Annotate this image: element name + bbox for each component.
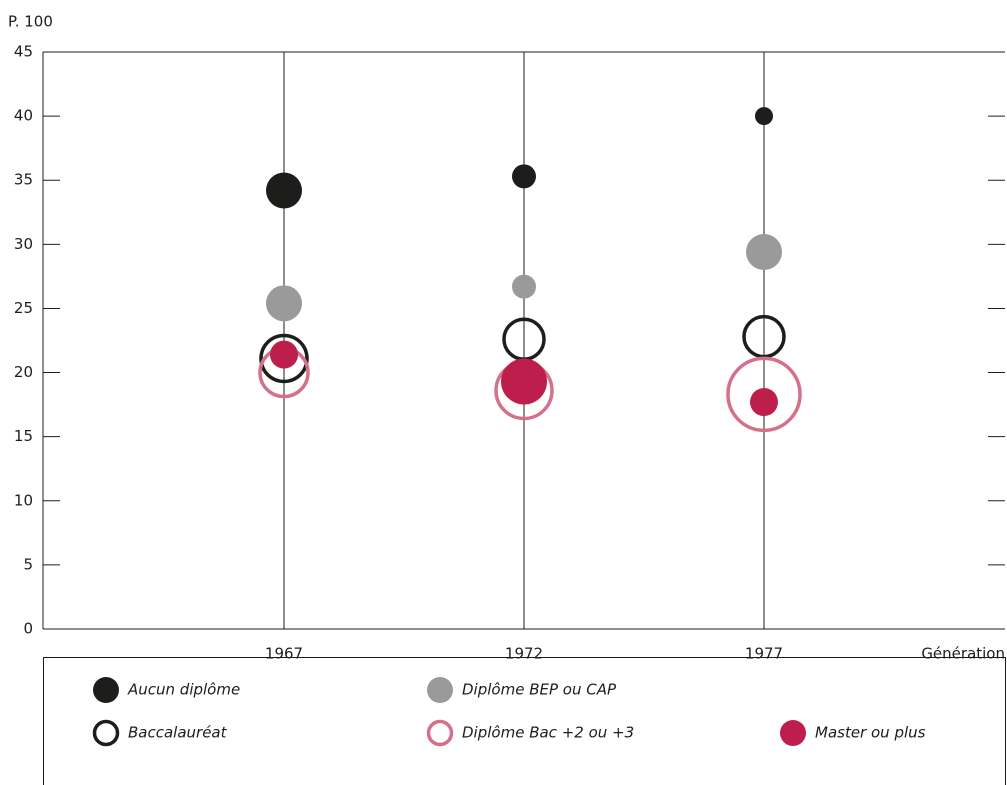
bubble — [266, 172, 302, 209]
bubble — [750, 388, 778, 417]
x-tick-label: 1972 — [505, 645, 543, 663]
legend-label: Aucun diplôme — [127, 681, 240, 699]
x-axis-label: Génération — [921, 645, 1005, 663]
y-tick-label: 5 — [23, 555, 33, 573]
x-tick-label: 1977 — [745, 645, 783, 663]
legend-label: Master ou plus — [815, 724, 926, 742]
legend-marker — [93, 677, 119, 703]
y-tick-label: 45 — [14, 43, 33, 61]
bubble — [755, 107, 773, 126]
legend-label: Diplôme Bac +2 ou +3 — [462, 724, 634, 742]
y-tick-label: 25 — [14, 299, 33, 317]
bubble — [270, 340, 298, 369]
bubble — [512, 274, 536, 299]
y-tick-label: 35 — [14, 171, 33, 189]
y-tick-label: 15 — [14, 427, 33, 445]
legend-label: Diplôme BEP ou CAP — [462, 681, 617, 699]
x-tick-label: 1967 — [265, 645, 303, 663]
legend-marker — [427, 677, 453, 703]
y-tick-label: 30 — [14, 235, 33, 253]
legend-marker — [780, 720, 806, 746]
bubble — [259, 333, 309, 384]
y-tick-label: 40 — [14, 107, 33, 125]
bubble — [726, 356, 802, 433]
bubble — [266, 285, 302, 322]
y-tick-label: 20 — [14, 363, 33, 381]
y-tick-label: 10 — [14, 491, 33, 509]
bubble — [746, 234, 782, 271]
bubble — [512, 164, 536, 189]
legend-label: Baccalauréat — [128, 724, 228, 742]
legend-marker — [426, 719, 454, 747]
bubble — [501, 358, 547, 405]
legend-box — [43, 657, 1006, 785]
legend-marker — [92, 719, 120, 747]
y-axis-label: P. 100 — [8, 13, 53, 31]
y-tick-label: 0 — [23, 620, 33, 638]
